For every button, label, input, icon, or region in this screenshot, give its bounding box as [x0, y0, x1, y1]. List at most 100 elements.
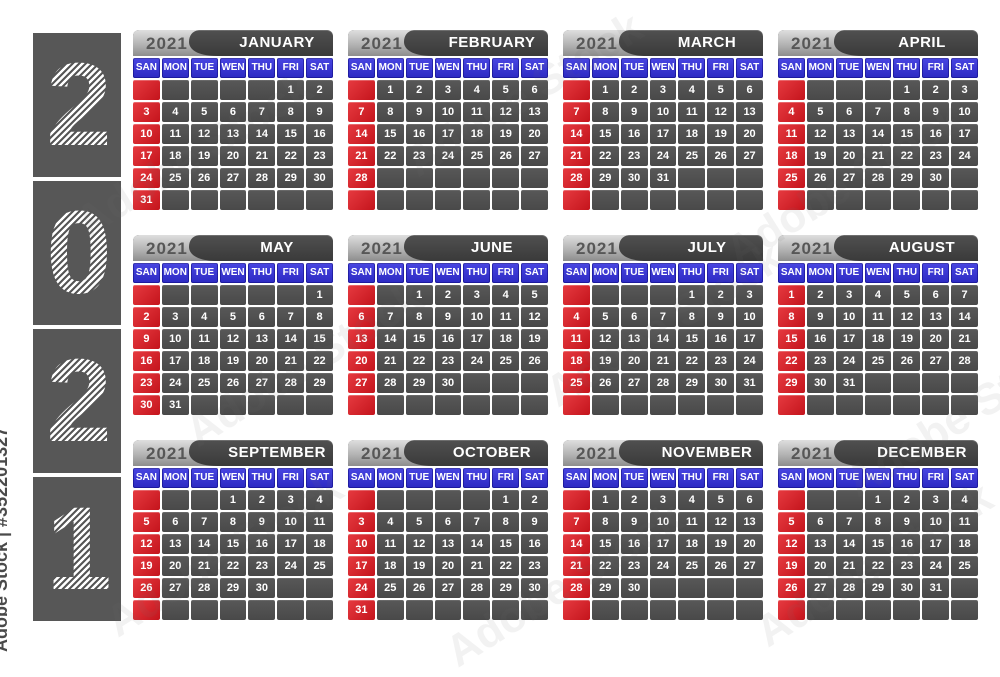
date-cell-october-25: 25 — [376, 578, 404, 598]
day-header-sat: SAT — [736, 263, 763, 283]
digit-stripe-overlay — [33, 33, 121, 177]
date-cell-may-24: 24 — [161, 373, 189, 393]
date-cell-july-18: 18 — [563, 351, 590, 371]
month-card-july: 2021 JULY SAN MON TUE WEN THU FRI SAT 1 2 3 4 5 6 7 8 9 10… — [563, 235, 763, 415]
date-cell-april-11: 11 — [778, 124, 805, 144]
date-cell-september-23: 23 — [248, 556, 276, 576]
empty-date-cell — [951, 373, 978, 393]
date-cell-december-27: 27 — [806, 578, 834, 598]
empty-date-cell — [707, 395, 735, 415]
empty-date-cell — [376, 168, 404, 188]
date-cell-may-8: 8 — [306, 307, 333, 327]
date-cell-september-19: 19 — [133, 556, 160, 576]
month-year-label-june: 2021 — [361, 239, 403, 258]
empty-date-cell — [835, 600, 863, 620]
date-cell-march-12: 12 — [707, 102, 735, 122]
digit-stripe-overlay — [33, 329, 121, 473]
date-cell-october-24: 24 — [348, 578, 375, 598]
date-cell-april-18: 18 — [778, 146, 805, 166]
date-cell-december-22: 22 — [864, 556, 892, 576]
date-cell-january-27: 27 — [219, 168, 247, 188]
day-header-san: SAN — [348, 58, 375, 78]
empty-date-cell — [277, 190, 305, 210]
date-cell-september-27: 27 — [161, 578, 189, 598]
month-year-label-august: 2021 — [791, 239, 833, 258]
date-cell-december-15: 15 — [864, 534, 892, 554]
month-year-label-december: 2021 — [791, 444, 833, 463]
year-tab-shape — [563, 440, 647, 466]
date-cell-november-14: 14 — [563, 534, 590, 554]
empty-date-cell — [707, 168, 735, 188]
date-cell-january-4: 4 — [161, 102, 189, 122]
date-cell-january-11: 11 — [161, 124, 189, 144]
empty-date-cell — [161, 80, 189, 100]
date-cell-january-7: 7 — [248, 102, 276, 122]
day-header-fri: FRI — [707, 263, 735, 283]
date-cell-june-4: 4 — [492, 285, 520, 305]
empty-date-cell — [190, 285, 218, 305]
date-cell-september-8: 8 — [219, 512, 247, 532]
day-header-san: SAN — [133, 468, 160, 488]
empty-date-cell — [864, 80, 892, 100]
date-cell-june-10: 10 — [463, 307, 491, 327]
empty-date-cell — [835, 80, 863, 100]
date-cell-october-13: 13 — [434, 534, 462, 554]
date-grid-november: 1 2 3 4 5 6 7 8 9 10 11 12 13 14 15 16 17 18 19 20 21 22 23 24 2… — [563, 490, 763, 620]
year-tab-shape — [348, 30, 432, 56]
month-name-december: DECEMBER — [877, 444, 967, 461]
date-cell-july-4: 4 — [563, 307, 590, 327]
empty-date-cell — [563, 490, 590, 510]
date-cell-february-11: 11 — [463, 102, 491, 122]
date-cell-november-23: 23 — [620, 556, 648, 576]
empty-date-cell — [678, 395, 706, 415]
empty-date-cell — [893, 373, 921, 393]
date-cell-march-17: 17 — [649, 124, 677, 144]
date-cell-july-22: 22 — [678, 351, 706, 371]
date-cell-february-20: 20 — [521, 124, 548, 144]
date-cell-september-6: 6 — [161, 512, 189, 532]
date-cell-august-28: 28 — [951, 351, 978, 371]
date-cell-january-29: 29 — [277, 168, 305, 188]
date-cell-december-7: 7 — [835, 512, 863, 532]
date-cell-december-1: 1 — [864, 490, 892, 510]
date-cell-march-20: 20 — [736, 124, 763, 144]
empty-date-cell — [190, 395, 218, 415]
date-cell-may-3: 3 — [161, 307, 189, 327]
date-cell-october-26: 26 — [405, 578, 433, 598]
empty-date-cell — [620, 190, 648, 210]
day-header-fri: FRI — [922, 58, 950, 78]
date-cell-october-15: 15 — [492, 534, 520, 554]
date-cell-december-28: 28 — [835, 578, 863, 598]
date-cell-january-21: 21 — [248, 146, 276, 166]
empty-date-cell — [463, 373, 491, 393]
date-cell-july-23: 23 — [707, 351, 735, 371]
date-cell-june-17: 17 — [463, 329, 491, 349]
date-cell-october-9: 9 — [521, 512, 548, 532]
date-cell-october-3: 3 — [348, 512, 375, 532]
date-cell-may-21: 21 — [277, 351, 305, 371]
date-cell-february-5: 5 — [492, 80, 520, 100]
months-grid: 2021 JANUARY SAN MON TUE WEN THU FRI SAT 1 2 3 4 5 6 7 8… — [133, 30, 978, 620]
empty-date-cell — [806, 190, 834, 210]
empty-date-cell — [806, 395, 834, 415]
date-cell-may-18: 18 — [190, 351, 218, 371]
date-cell-august-8: 8 — [778, 307, 805, 327]
day-header-thu: THU — [893, 58, 921, 78]
date-cell-september-17: 17 — [277, 534, 305, 554]
date-cell-february-14: 14 — [348, 124, 375, 144]
date-cell-june-25: 25 — [492, 351, 520, 371]
date-cell-march-29: 29 — [591, 168, 619, 188]
date-cell-march-21: 21 — [563, 146, 590, 166]
empty-date-cell — [591, 395, 619, 415]
day-header-san: SAN — [348, 263, 375, 283]
date-cell-february-3: 3 — [434, 80, 462, 100]
date-cell-september-2: 2 — [248, 490, 276, 510]
day-header-sat: SAT — [951, 58, 978, 78]
month-card-june: 2021 JUNE SAN MON TUE WEN THU FRI SAT 1 2 3 4 5 6 7 8 9 10… — [348, 235, 548, 415]
date-cell-june-19: 19 — [521, 329, 548, 349]
date-cell-august-18: 18 — [864, 329, 892, 349]
month-name-september: SEPTEMBER — [228, 444, 326, 461]
date-cell-february-13: 13 — [521, 102, 548, 122]
date-cell-february-19: 19 — [492, 124, 520, 144]
day-header-sat: SAT — [521, 263, 548, 283]
